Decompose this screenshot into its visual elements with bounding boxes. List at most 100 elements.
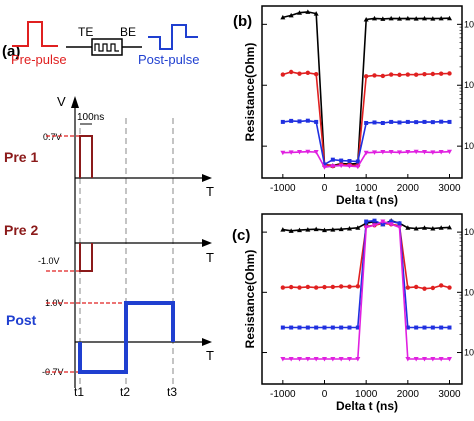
pre1-level-label: 0.7V bbox=[43, 132, 62, 142]
data-point bbox=[297, 150, 302, 155]
data-point bbox=[289, 118, 294, 123]
data-point bbox=[438, 225, 444, 230]
x-tick-label: 0 bbox=[322, 183, 328, 194]
data-point bbox=[372, 223, 377, 228]
data-point bbox=[439, 325, 444, 330]
data-point bbox=[297, 325, 302, 330]
data-point bbox=[372, 150, 377, 155]
width-label: 100ns bbox=[77, 112, 104, 123]
data-point bbox=[397, 225, 402, 230]
data-point bbox=[347, 357, 352, 362]
post-axis-t: T bbox=[206, 348, 214, 363]
data-point bbox=[422, 357, 427, 362]
data-point bbox=[397, 72, 402, 78]
data-point bbox=[355, 225, 361, 230]
t1-label: t1 bbox=[74, 385, 84, 399]
post-pulse bbox=[78, 301, 175, 374]
data-point bbox=[280, 357, 286, 362]
data-point bbox=[313, 11, 319, 16]
data-point bbox=[297, 71, 302, 76]
data-point bbox=[447, 71, 452, 76]
data-point bbox=[430, 71, 436, 77]
data-point bbox=[389, 119, 394, 124]
data-point bbox=[313, 357, 319, 362]
series-line-2 bbox=[282, 119, 450, 166]
data-point bbox=[330, 227, 336, 232]
data-point bbox=[380, 222, 385, 227]
data-point bbox=[413, 225, 419, 231]
x-tick-label: 1000 bbox=[355, 183, 378, 194]
data-point bbox=[347, 164, 352, 169]
data-point bbox=[313, 71, 319, 77]
data-point bbox=[355, 357, 361, 362]
data-point bbox=[405, 225, 411, 230]
y-tick-label: 103 bbox=[464, 347, 474, 358]
top-electrode-label: TE bbox=[78, 25, 93, 39]
panel-label: (c) bbox=[232, 227, 250, 244]
bottom-electrode-label: BE bbox=[120, 25, 136, 39]
panel-a-label: (a) bbox=[2, 43, 20, 60]
data-point bbox=[313, 226, 319, 232]
data-point bbox=[338, 163, 344, 169]
data-point bbox=[339, 158, 344, 163]
data-point bbox=[447, 149, 452, 155]
data-point bbox=[322, 227, 327, 233]
data-point bbox=[363, 74, 369, 79]
data-point bbox=[288, 284, 294, 290]
data-point bbox=[355, 164, 361, 170]
data-point bbox=[330, 325, 335, 330]
data-point bbox=[414, 325, 419, 330]
data-point bbox=[297, 227, 302, 233]
data-point bbox=[288, 357, 294, 362]
data-point bbox=[355, 284, 361, 289]
data-point bbox=[280, 14, 286, 20]
x-tick-label: -1000 bbox=[270, 389, 296, 400]
data-point bbox=[430, 150, 436, 155]
data-point bbox=[447, 224, 452, 230]
data-point bbox=[288, 69, 294, 75]
data-point bbox=[388, 222, 394, 227]
x-axis-label: Delta t (ns) bbox=[336, 193, 398, 207]
data-point bbox=[405, 150, 411, 155]
data-point bbox=[322, 162, 327, 167]
v-axis-label: V bbox=[57, 94, 66, 109]
data-point bbox=[288, 150, 294, 155]
data-point bbox=[280, 325, 285, 330]
data-point bbox=[305, 284, 311, 290]
x-tick-label: 2000 bbox=[397, 389, 420, 400]
data-point bbox=[280, 285, 286, 290]
data-point bbox=[305, 325, 310, 330]
data-point bbox=[380, 219, 386, 225]
data-point bbox=[314, 119, 319, 124]
data-point bbox=[363, 225, 369, 230]
data-point bbox=[430, 357, 436, 362]
data-point bbox=[413, 149, 419, 155]
data-point bbox=[305, 149, 311, 155]
data-point bbox=[363, 17, 369, 22]
data-point bbox=[347, 284, 352, 289]
data-point bbox=[288, 12, 294, 18]
data-point bbox=[422, 225, 427, 230]
data-point bbox=[397, 16, 402, 21]
data-point bbox=[305, 118, 310, 123]
data-point bbox=[397, 120, 402, 125]
v-axis-arrow-icon bbox=[71, 96, 79, 108]
data-point bbox=[414, 120, 419, 125]
data-point bbox=[422, 150, 427, 155]
data-point bbox=[372, 120, 377, 125]
data-point bbox=[447, 325, 452, 330]
post-pulse-label: Post-pulse bbox=[138, 52, 199, 67]
pre2-label: Pre 2 bbox=[4, 222, 38, 238]
data-point bbox=[305, 357, 311, 362]
data-point bbox=[289, 325, 294, 330]
plot-frame bbox=[261, 213, 463, 385]
data-point bbox=[322, 165, 327, 170]
data-point bbox=[364, 120, 369, 125]
data-point bbox=[388, 150, 394, 155]
x-tick-label: 3000 bbox=[438, 389, 461, 400]
data-point bbox=[364, 219, 369, 224]
data-point bbox=[389, 219, 394, 224]
data-point bbox=[430, 16, 436, 21]
data-point bbox=[322, 325, 327, 330]
data-point bbox=[322, 284, 327, 290]
